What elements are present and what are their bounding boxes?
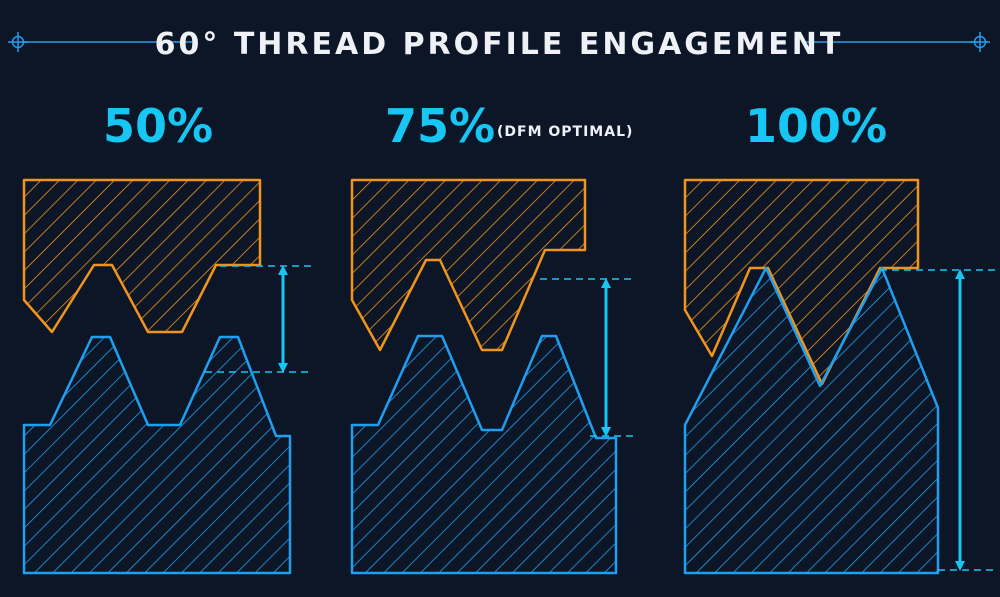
panel-50: 50%: [22, 99, 312, 575]
panel-label: 100%: [745, 99, 887, 153]
internal-thread-profile: [22, 178, 262, 334]
panel-label: 50%: [103, 99, 213, 153]
panel-note: (DFM OPTIMAL): [497, 124, 633, 140]
engagement-dimension: [880, 269, 996, 571]
external-thread-profile: [22, 335, 292, 575]
crosshair-icon-right: [970, 32, 990, 52]
engagement-dimension: [205, 265, 312, 373]
header: 60° THREAD PROFILE ENGAGEMENT: [8, 27, 990, 62]
panel-label: 75%: [385, 99, 495, 153]
external-thread-profile: [350, 334, 618, 575]
external-thread-profile: [683, 266, 940, 575]
engagement-dimension: [540, 278, 636, 437]
crosshair-icon-left: [8, 32, 28, 52]
internal-thread-profile: [683, 178, 920, 386]
page-title: 60° THREAD PROFILE ENGAGEMENT: [155, 27, 844, 62]
panel-100: 100%: [683, 99, 996, 575]
panel-75: 75% (DFM OPTIMAL): [350, 99, 636, 575]
internal-thread-profile: [350, 178, 587, 352]
